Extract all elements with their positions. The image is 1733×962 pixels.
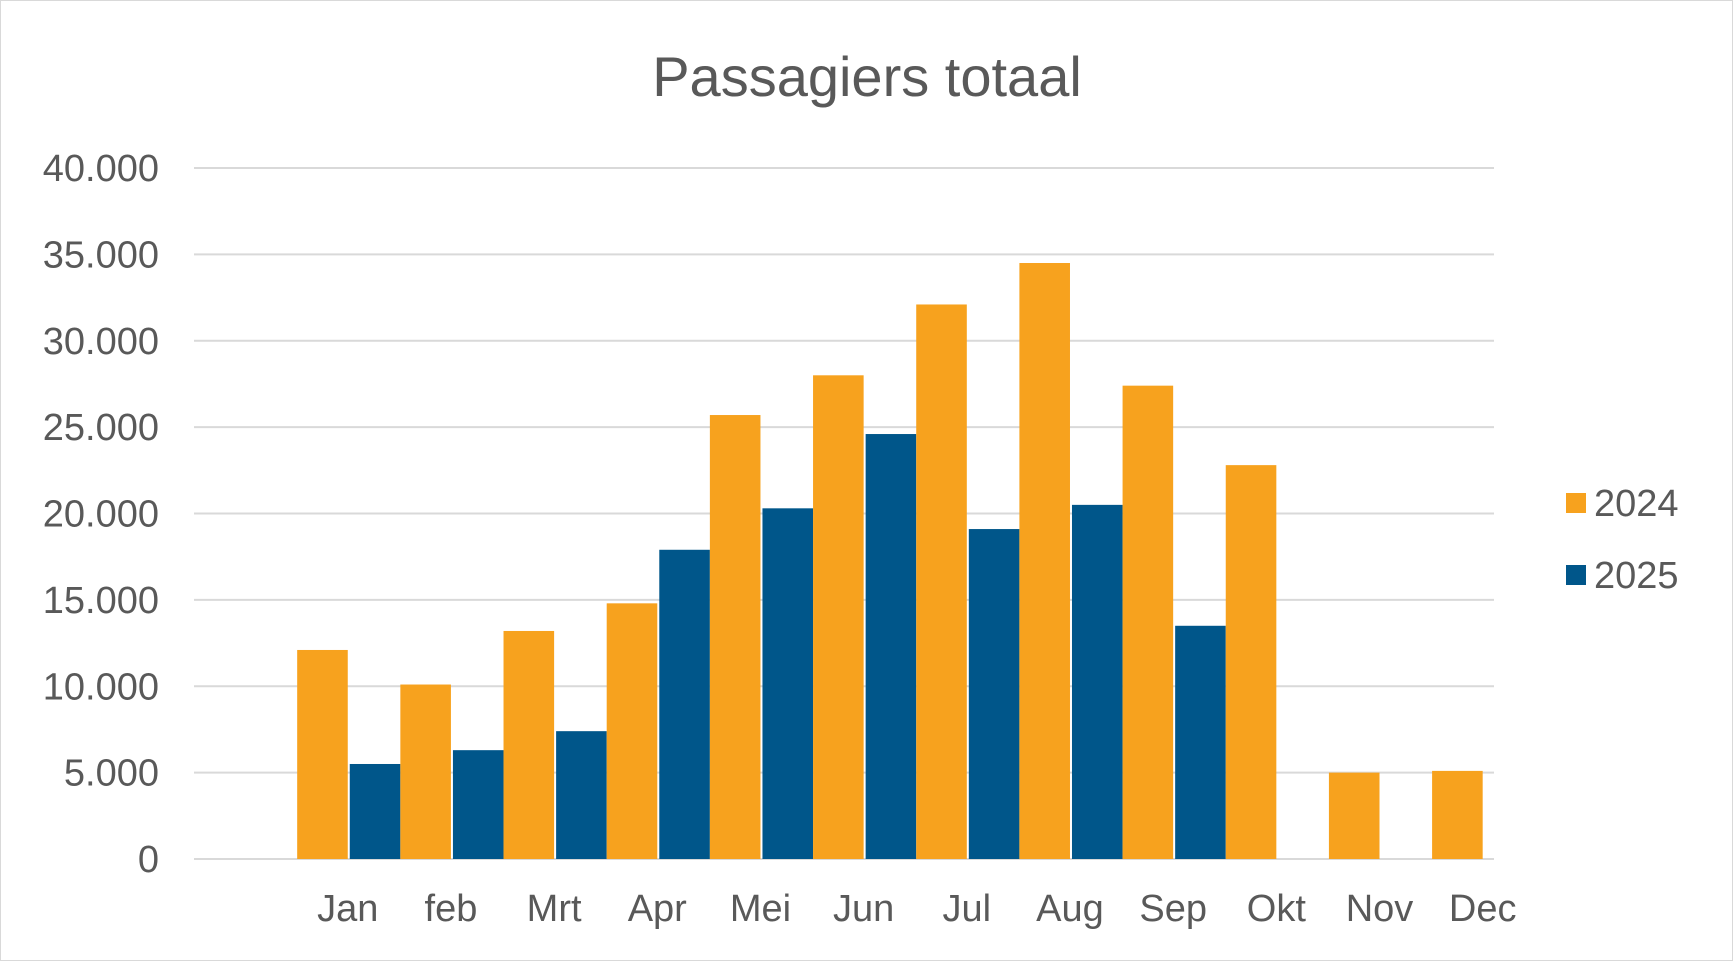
legend-swatch-2024 — [1566, 493, 1586, 513]
y-tick-label: 35.000 — [43, 234, 159, 276]
y-tick-label: 5.000 — [64, 753, 159, 795]
bar-2025-Jan — [349, 763, 401, 859]
x-tick-label: Mrt — [527, 888, 582, 930]
bar-2024-Aug — [1019, 263, 1070, 859]
bar-2024-Mei — [709, 415, 761, 859]
bar-2025-Sep — [1175, 625, 1226, 859]
y-tick-label: 10.000 — [43, 666, 159, 708]
x-axis-ticks: Jan feb Mrt Apr Mei Jun Jul Aug Sep Okt Nov Dec — [317, 888, 1516, 930]
y-tick-label: 40.000 — [43, 148, 159, 190]
x-tick-label: Dec — [1449, 888, 1517, 930]
x-tick-label: Jan — [317, 888, 378, 930]
x-tick-label: Nov — [1346, 888, 1414, 930]
legend-swatch-2025 — [1566, 565, 1586, 585]
x-tick-label: Mei — [730, 888, 791, 930]
x-tick-label: Jul — [943, 888, 992, 930]
bar-2024-Jan — [297, 649, 348, 859]
bar-2025-Mrt — [556, 731, 607, 859]
bar-2025-Jul — [968, 529, 1020, 859]
bar-2025-Aug — [1071, 504, 1123, 859]
x-tick-label: Aug — [1036, 888, 1104, 930]
bar-2024-Okt — [1225, 465, 1277, 859]
bar-2024-feb — [400, 684, 451, 859]
x-tick-label: Sep — [1139, 888, 1207, 930]
y-axis-ticks: 0 5.000 10.000 15.000 20.000 25.000 30.000 35.0… — [43, 148, 159, 881]
y-tick-label: 0 — [138, 839, 159, 881]
bar-2025-feb — [452, 750, 504, 859]
legend-label: 2025 — [1594, 555, 1679, 597]
bar-2025-Mei — [762, 508, 814, 859]
bar-2024-Sep — [1122, 385, 1174, 859]
x-tick-label: feb — [425, 888, 478, 930]
bars — [297, 263, 1483, 859]
y-tick-label: 25.000 — [43, 407, 159, 449]
bar-2024-Apr — [606, 603, 658, 859]
bar-2024-Nov — [1328, 772, 1380, 859]
x-tick-label: Jun — [833, 888, 894, 930]
y-tick-label: 15.000 — [43, 580, 159, 622]
x-tick-label: Apr — [628, 888, 687, 930]
bar-2024-Jul — [916, 304, 967, 859]
bar-2025-Jun — [865, 434, 917, 859]
bar-2024-Jun — [813, 375, 864, 859]
y-tick-label: 20.000 — [43, 494, 159, 536]
x-tick-label: Okt — [1247, 888, 1307, 930]
bar-2024-Dec — [1432, 770, 1483, 859]
legend-label: 2024 — [1594, 483, 1679, 525]
bar-2024-Mrt — [503, 630, 555, 859]
y-tick-label: 30.000 — [43, 321, 159, 363]
chart-title: Passagiers totaal — [652, 45, 1082, 108]
legend: 2024 2025 — [1566, 483, 1679, 597]
bar-2025-Apr — [659, 549, 710, 859]
